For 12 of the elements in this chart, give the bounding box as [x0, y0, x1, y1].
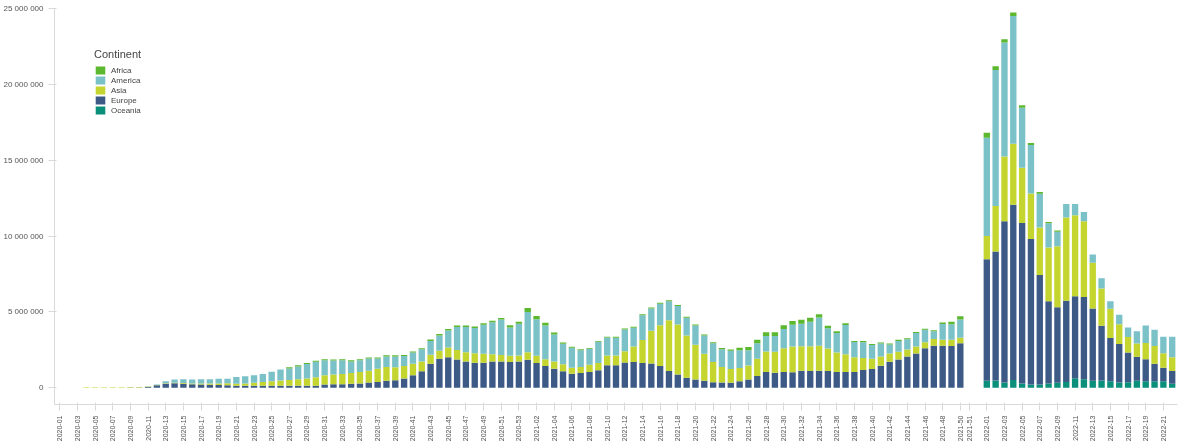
- y-tick-label: 25 000 000: [3, 4, 45, 13]
- y-tick-label: 20 000 000: [3, 79, 45, 89]
- legend-title: Continent: [94, 48, 142, 60]
- legend-label: Europe: [111, 95, 137, 105]
- y-tick-label: 15 000 000: [3, 155, 45, 165]
- y-tick-label: 10 000 000: [3, 231, 45, 241]
- legend-label: America: [111, 75, 141, 85]
- legend-label: Asia: [111, 85, 128, 95]
- legend-label: Oceania: [111, 105, 141, 115]
- legend-label: Africa: [111, 65, 132, 75]
- y-tick-label: 0: [39, 383, 45, 393]
- y-tick-label: 5 000 000: [7, 307, 45, 317]
